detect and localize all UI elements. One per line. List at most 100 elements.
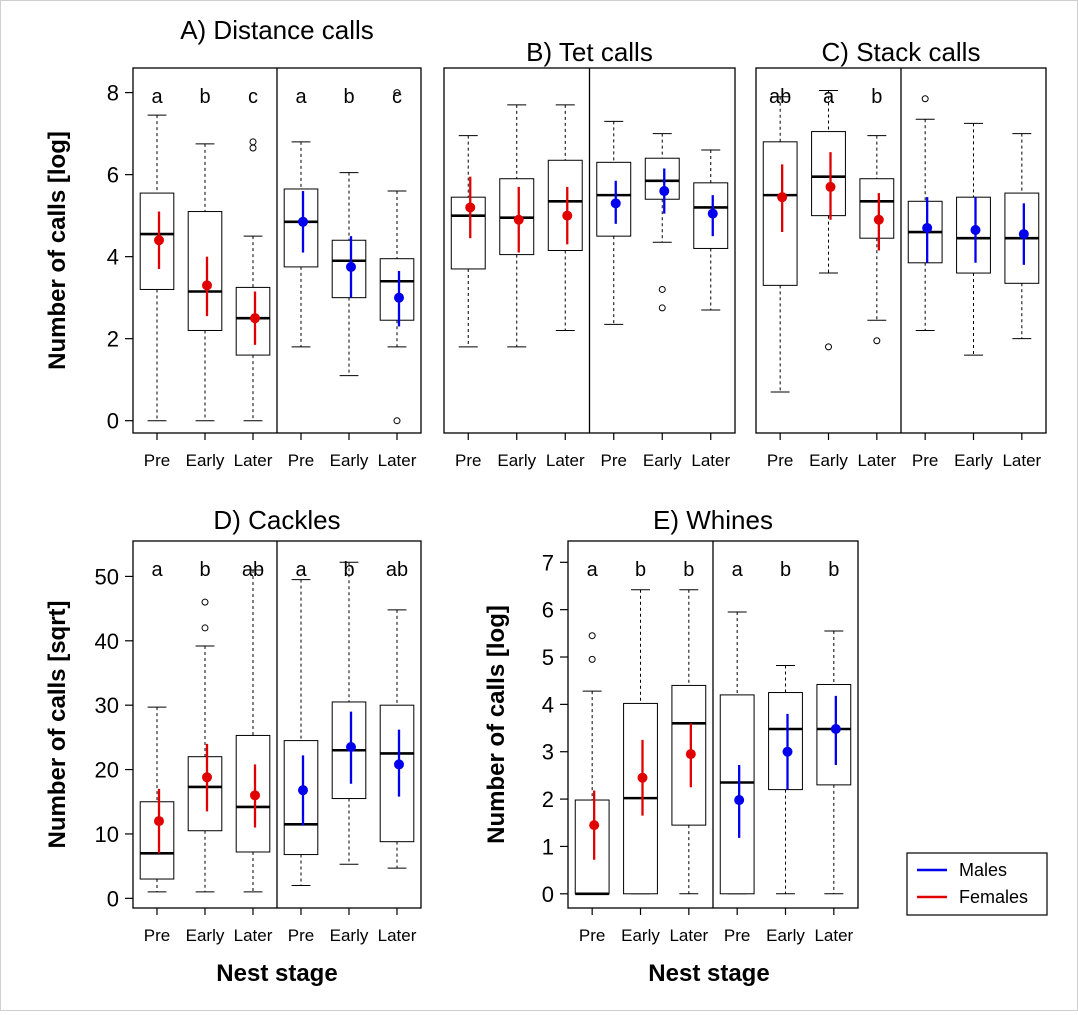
x-tick-label: Later xyxy=(857,451,896,470)
mean-point xyxy=(830,723,841,734)
box-female-pre: ab xyxy=(762,86,798,393)
y-tick-label: 10 xyxy=(95,822,119,847)
box-male-later xyxy=(1004,133,1040,340)
significance-letter: a xyxy=(151,559,163,581)
panel-title: C) Stack calls xyxy=(822,37,981,67)
panel-title: A) Distance calls xyxy=(180,15,374,45)
x-tick-label: Early xyxy=(954,451,993,470)
box-female-later: c xyxy=(235,86,271,422)
x-tick-label: Pre xyxy=(455,451,481,470)
outlier-point xyxy=(393,417,401,425)
mean-point xyxy=(154,816,164,827)
box-female-early: a xyxy=(811,86,846,351)
x-tick-label: Pre xyxy=(601,451,627,470)
significance-letter: ab xyxy=(242,559,264,581)
significance-letter: a xyxy=(295,559,307,581)
mean-point xyxy=(782,746,793,757)
panel-title: E) Whines xyxy=(653,505,773,535)
y-tick-label: 1 xyxy=(542,834,554,859)
x-tick-label: Later xyxy=(546,451,585,470)
outlier-point xyxy=(201,598,209,606)
significance-letter: c xyxy=(392,86,402,108)
mean-point xyxy=(298,785,308,796)
iqr-box xyxy=(235,286,271,356)
significance-letter: a xyxy=(151,86,163,108)
y-axis-label: Number of calls [sqrt] xyxy=(44,600,71,848)
x-tick-label: Early xyxy=(330,451,369,470)
y-tick-label: 0 xyxy=(107,409,119,434)
iqr-box xyxy=(816,683,852,786)
x-tick-label: Early xyxy=(186,926,225,945)
panel-e: E) Whines Number of calls [log] 0 1 2 3 4 5 6 7 Pr… xyxy=(483,505,859,945)
panel-title: B) Tet calls xyxy=(526,37,653,67)
x-tick-label: Later xyxy=(234,451,273,470)
x-tick-label: Early xyxy=(497,451,536,470)
significance-letter: ab xyxy=(769,86,791,108)
mean-point xyxy=(202,280,212,291)
legend-box xyxy=(906,852,1048,916)
significance-letter: b xyxy=(683,559,694,581)
panel-c: C) Stack calls Pre Early Later Pre Early Later… xyxy=(755,37,1047,470)
significance-letter: ab xyxy=(386,559,408,581)
y-tick-label: 6 xyxy=(107,163,119,188)
significance-letter: b xyxy=(199,559,210,581)
mean-point xyxy=(685,749,696,760)
box-female-early: b xyxy=(187,86,223,422)
mean-point xyxy=(298,216,308,227)
mean-point xyxy=(202,772,212,783)
mean-point xyxy=(873,214,884,225)
y-tick-label: 8 xyxy=(107,81,119,106)
significance-letter: b xyxy=(635,559,646,581)
x-tick-label: Early xyxy=(643,451,682,470)
box-female-later: b xyxy=(671,559,707,895)
significance-letter: c xyxy=(248,86,258,108)
x-tick-label: Pre xyxy=(288,451,314,470)
x-tick-label: Early xyxy=(186,451,225,470)
mean-point xyxy=(707,208,718,219)
y-tick-label: 0 xyxy=(542,882,554,907)
iqr-box xyxy=(859,178,895,239)
box-male-later: c xyxy=(379,86,415,425)
significance-letter: b xyxy=(343,559,354,581)
mean-point xyxy=(825,181,836,192)
box-female-early xyxy=(499,104,535,348)
mean-point xyxy=(465,202,476,213)
mean-point xyxy=(777,192,788,203)
mean-point xyxy=(250,313,260,324)
x-tick-label: Early xyxy=(330,926,369,945)
x-tick-label: Pre xyxy=(912,451,938,470)
x-tick-label: Pre xyxy=(767,451,793,470)
mean-point xyxy=(154,235,164,246)
iqr-box xyxy=(811,131,846,217)
outlier-point xyxy=(588,655,596,663)
mean-point xyxy=(346,261,356,272)
mean-point xyxy=(734,795,745,806)
box-male-pre: a xyxy=(719,559,755,895)
outlier-point xyxy=(588,632,596,640)
box-female-early: b xyxy=(623,559,658,895)
significance-letter: a xyxy=(587,559,599,581)
box-female-later: b xyxy=(859,86,895,345)
iqr-box xyxy=(719,694,755,895)
significance-letter: b xyxy=(780,559,791,581)
y-tick-label: 6 xyxy=(542,598,554,623)
y-tick-label: 7 xyxy=(542,550,554,575)
panel-d: D) Cackles Number of calls [sqrt] 0 10 20 30 4… xyxy=(44,505,422,945)
significance-letter: a xyxy=(732,559,744,581)
outlier-point xyxy=(201,624,209,632)
y-tick-label: 2 xyxy=(542,787,554,812)
mean-point xyxy=(346,742,356,753)
legend-male-label: Males xyxy=(959,860,1007,880)
mean-point xyxy=(589,820,600,831)
significance-letter: b xyxy=(199,86,210,108)
y-tick-label: 5 xyxy=(542,645,554,670)
iqr-box xyxy=(187,211,223,331)
box-male-pre: a xyxy=(283,86,319,348)
y-tick-label: 20 xyxy=(95,758,119,783)
x-tick-label: Early xyxy=(809,451,848,470)
y-axis-label: Number of calls [log] xyxy=(483,605,510,844)
iqr-box xyxy=(139,801,175,880)
x-tick-label: Pre xyxy=(724,926,750,945)
significance-letter: b xyxy=(828,559,839,581)
